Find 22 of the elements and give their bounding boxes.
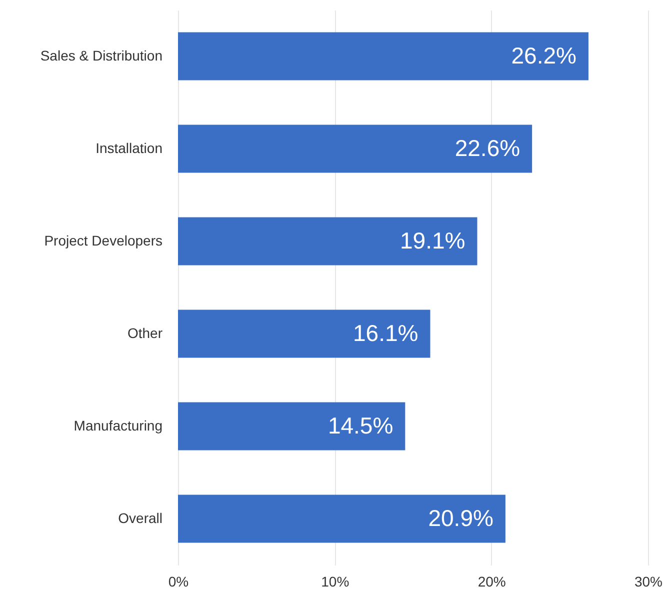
x-tick-label: 10% xyxy=(321,574,350,590)
y-tick-label: Overall xyxy=(118,510,162,526)
bar xyxy=(178,310,430,358)
bar xyxy=(178,402,406,450)
y-tick-label: Installation xyxy=(96,140,162,156)
data-label: 14.5% xyxy=(328,412,394,438)
y-tick-label: Other xyxy=(127,324,163,341)
x-tick-label: 0% xyxy=(168,574,189,590)
bar xyxy=(178,217,478,266)
bar xyxy=(178,494,506,543)
bar xyxy=(178,124,532,173)
data-label: 20.9% xyxy=(428,504,494,531)
y-tick-label: Project Developers xyxy=(44,232,162,248)
x-tick-label: 30% xyxy=(634,574,663,590)
data-label: 16.1% xyxy=(353,320,418,346)
data-label: 22.6% xyxy=(454,134,520,161)
y-tick-label: Sales & Distribution xyxy=(40,47,162,64)
y-tick-label: Manufacturing xyxy=(74,417,162,434)
bar xyxy=(178,32,588,80)
data-label: 26.2% xyxy=(511,42,576,68)
x-tick-label: 20% xyxy=(478,574,506,590)
data-label: 19.1% xyxy=(400,227,466,254)
